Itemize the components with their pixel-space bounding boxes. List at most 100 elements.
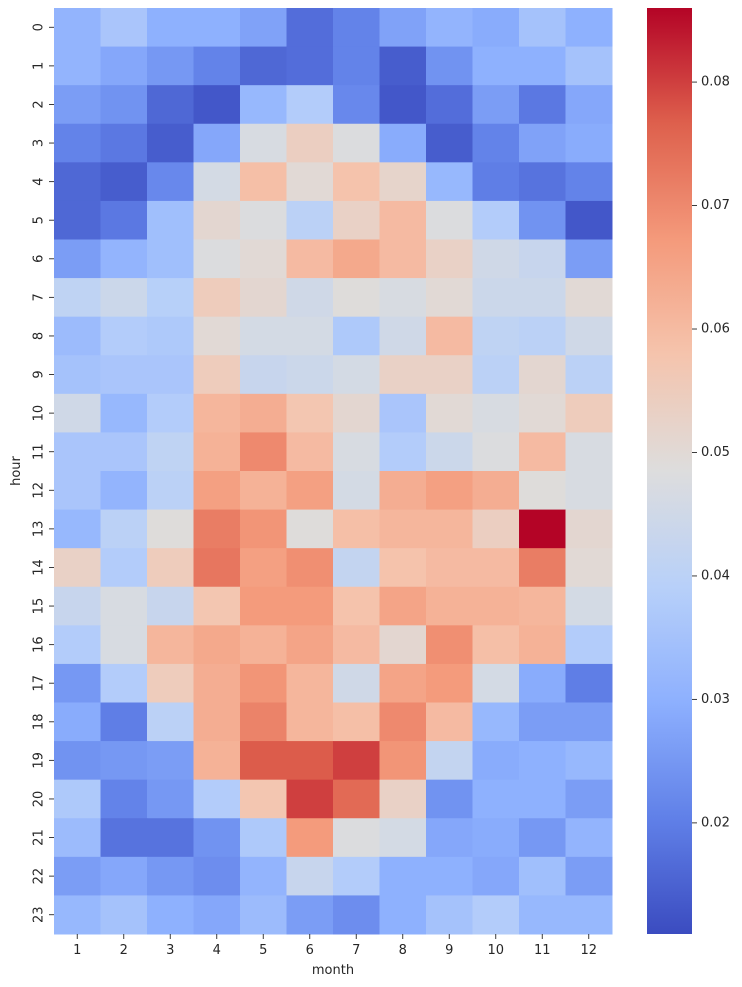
heatmap-cell — [565, 586, 613, 626]
heatmap-cell — [100, 856, 148, 896]
y-tick-label: 3 — [32, 139, 47, 147]
heatmap-cell — [100, 779, 148, 819]
heatmap-cell — [100, 586, 148, 626]
heatmap-cell — [565, 779, 613, 819]
heatmap-cell — [100, 278, 148, 318]
heatmap-cell — [100, 509, 148, 549]
x-tick-label: 10 — [487, 943, 504, 958]
heatmap-cell — [472, 85, 520, 125]
colorbar-tick-label: 0.07 — [701, 198, 730, 213]
heatmap-cell — [193, 393, 241, 433]
heatmap-cell — [286, 8, 334, 48]
y-tick-label: 14 — [32, 559, 47, 576]
heatmap-cell — [426, 586, 473, 626]
heatmap-cell — [100, 316, 148, 356]
y-tick-label: 8 — [32, 332, 47, 340]
heatmap-cell — [240, 162, 287, 202]
heatmap-cell — [519, 702, 566, 742]
heatmap-cell — [519, 856, 566, 896]
heatmap-cell — [379, 432, 427, 472]
y-tick-label: 7 — [32, 293, 47, 301]
colorbar-tick-label: 0.03 — [701, 692, 730, 707]
heatmap-cell — [519, 239, 566, 279]
heatmap-cell — [193, 779, 241, 819]
heatmap-cell — [100, 702, 148, 742]
heatmap-cell — [519, 741, 566, 781]
heatmap-cell — [54, 393, 101, 433]
heatmap-cell — [54, 278, 101, 318]
heatmap-cell — [426, 85, 473, 125]
y-tick-label: 4 — [32, 177, 47, 185]
heatmap-cell — [100, 85, 148, 125]
heatmap-cell — [193, 471, 241, 511]
heatmap-cell — [333, 278, 380, 318]
heatmap-cell — [147, 355, 194, 395]
heatmap-cell — [147, 663, 194, 703]
heatmap-cell — [472, 316, 520, 356]
heatmap-cell — [426, 548, 473, 588]
heatmap-cell — [147, 123, 194, 163]
heatmap-cell — [147, 471, 194, 511]
heatmap-cell — [333, 625, 380, 665]
heatmap-cell — [565, 355, 613, 395]
heatmap-cell — [333, 471, 380, 511]
heatmap-cell — [193, 85, 241, 125]
heatmap-cell — [565, 548, 613, 588]
heatmap-cell — [379, 741, 427, 781]
heatmap-cell — [472, 702, 520, 742]
heatmap-cell — [54, 239, 101, 279]
heatmap-cell — [426, 779, 473, 819]
heatmap-cell — [519, 85, 566, 125]
heatmap-cell — [379, 355, 427, 395]
heatmap-cell — [54, 702, 101, 742]
heatmap-cell — [472, 856, 520, 896]
heatmap-cell — [286, 625, 334, 665]
heatmap-cell — [519, 316, 566, 356]
heatmap-cell — [565, 278, 613, 318]
heatmap-cell — [54, 85, 101, 125]
heatmap-cell — [100, 162, 148, 202]
heatmap-cell — [240, 46, 287, 86]
heatmap-cell — [472, 393, 520, 433]
heatmap-cell — [519, 779, 566, 819]
heatmap-cell — [472, 46, 520, 86]
heatmap-cell — [565, 702, 613, 742]
heatmap-cell — [426, 895, 473, 935]
heatmap-cell — [240, 856, 287, 896]
heatmap-cell — [100, 432, 148, 472]
heatmap-cell — [472, 355, 520, 395]
heatmap-cell — [147, 393, 194, 433]
heatmap-cell — [519, 818, 566, 858]
heatmap-cell — [472, 200, 520, 240]
heatmap-cell — [379, 586, 427, 626]
heatmap-cell — [426, 471, 473, 511]
heatmap-cell — [240, 239, 287, 279]
heatmap-cell — [333, 355, 380, 395]
y-tick-label: 11 — [32, 443, 47, 460]
heatmap-cell — [100, 741, 148, 781]
heatmap-cells — [54, 8, 613, 935]
heatmap-cell — [379, 316, 427, 356]
heatmap-cell — [426, 123, 473, 163]
y-tick-label: 16 — [32, 636, 47, 653]
heatmap-cell — [240, 663, 287, 703]
heatmap-cell — [240, 509, 287, 549]
heatmap-cell — [379, 548, 427, 588]
heatmap-cell — [240, 741, 287, 781]
heatmap-cell — [519, 162, 566, 202]
heatmap-cell — [379, 818, 427, 858]
heatmap-cell — [472, 586, 520, 626]
heatmap-cell — [193, 355, 241, 395]
x-axis-ticks: 1 2 3 4 5 6 7 8 9 10 11 12 — [73, 934, 597, 958]
heatmap-cell — [286, 316, 334, 356]
heatmap-cell — [54, 432, 101, 472]
heatmap-cell — [333, 818, 380, 858]
heatmap-cell — [379, 46, 427, 86]
heatmap-cell — [333, 85, 380, 125]
heatmap-cell — [54, 548, 101, 588]
heatmap-cell — [193, 509, 241, 549]
heatmap-cell — [333, 741, 380, 781]
heatmap-cell — [193, 741, 241, 781]
heatmap-cell — [426, 432, 473, 472]
heatmap-cell — [193, 8, 241, 48]
